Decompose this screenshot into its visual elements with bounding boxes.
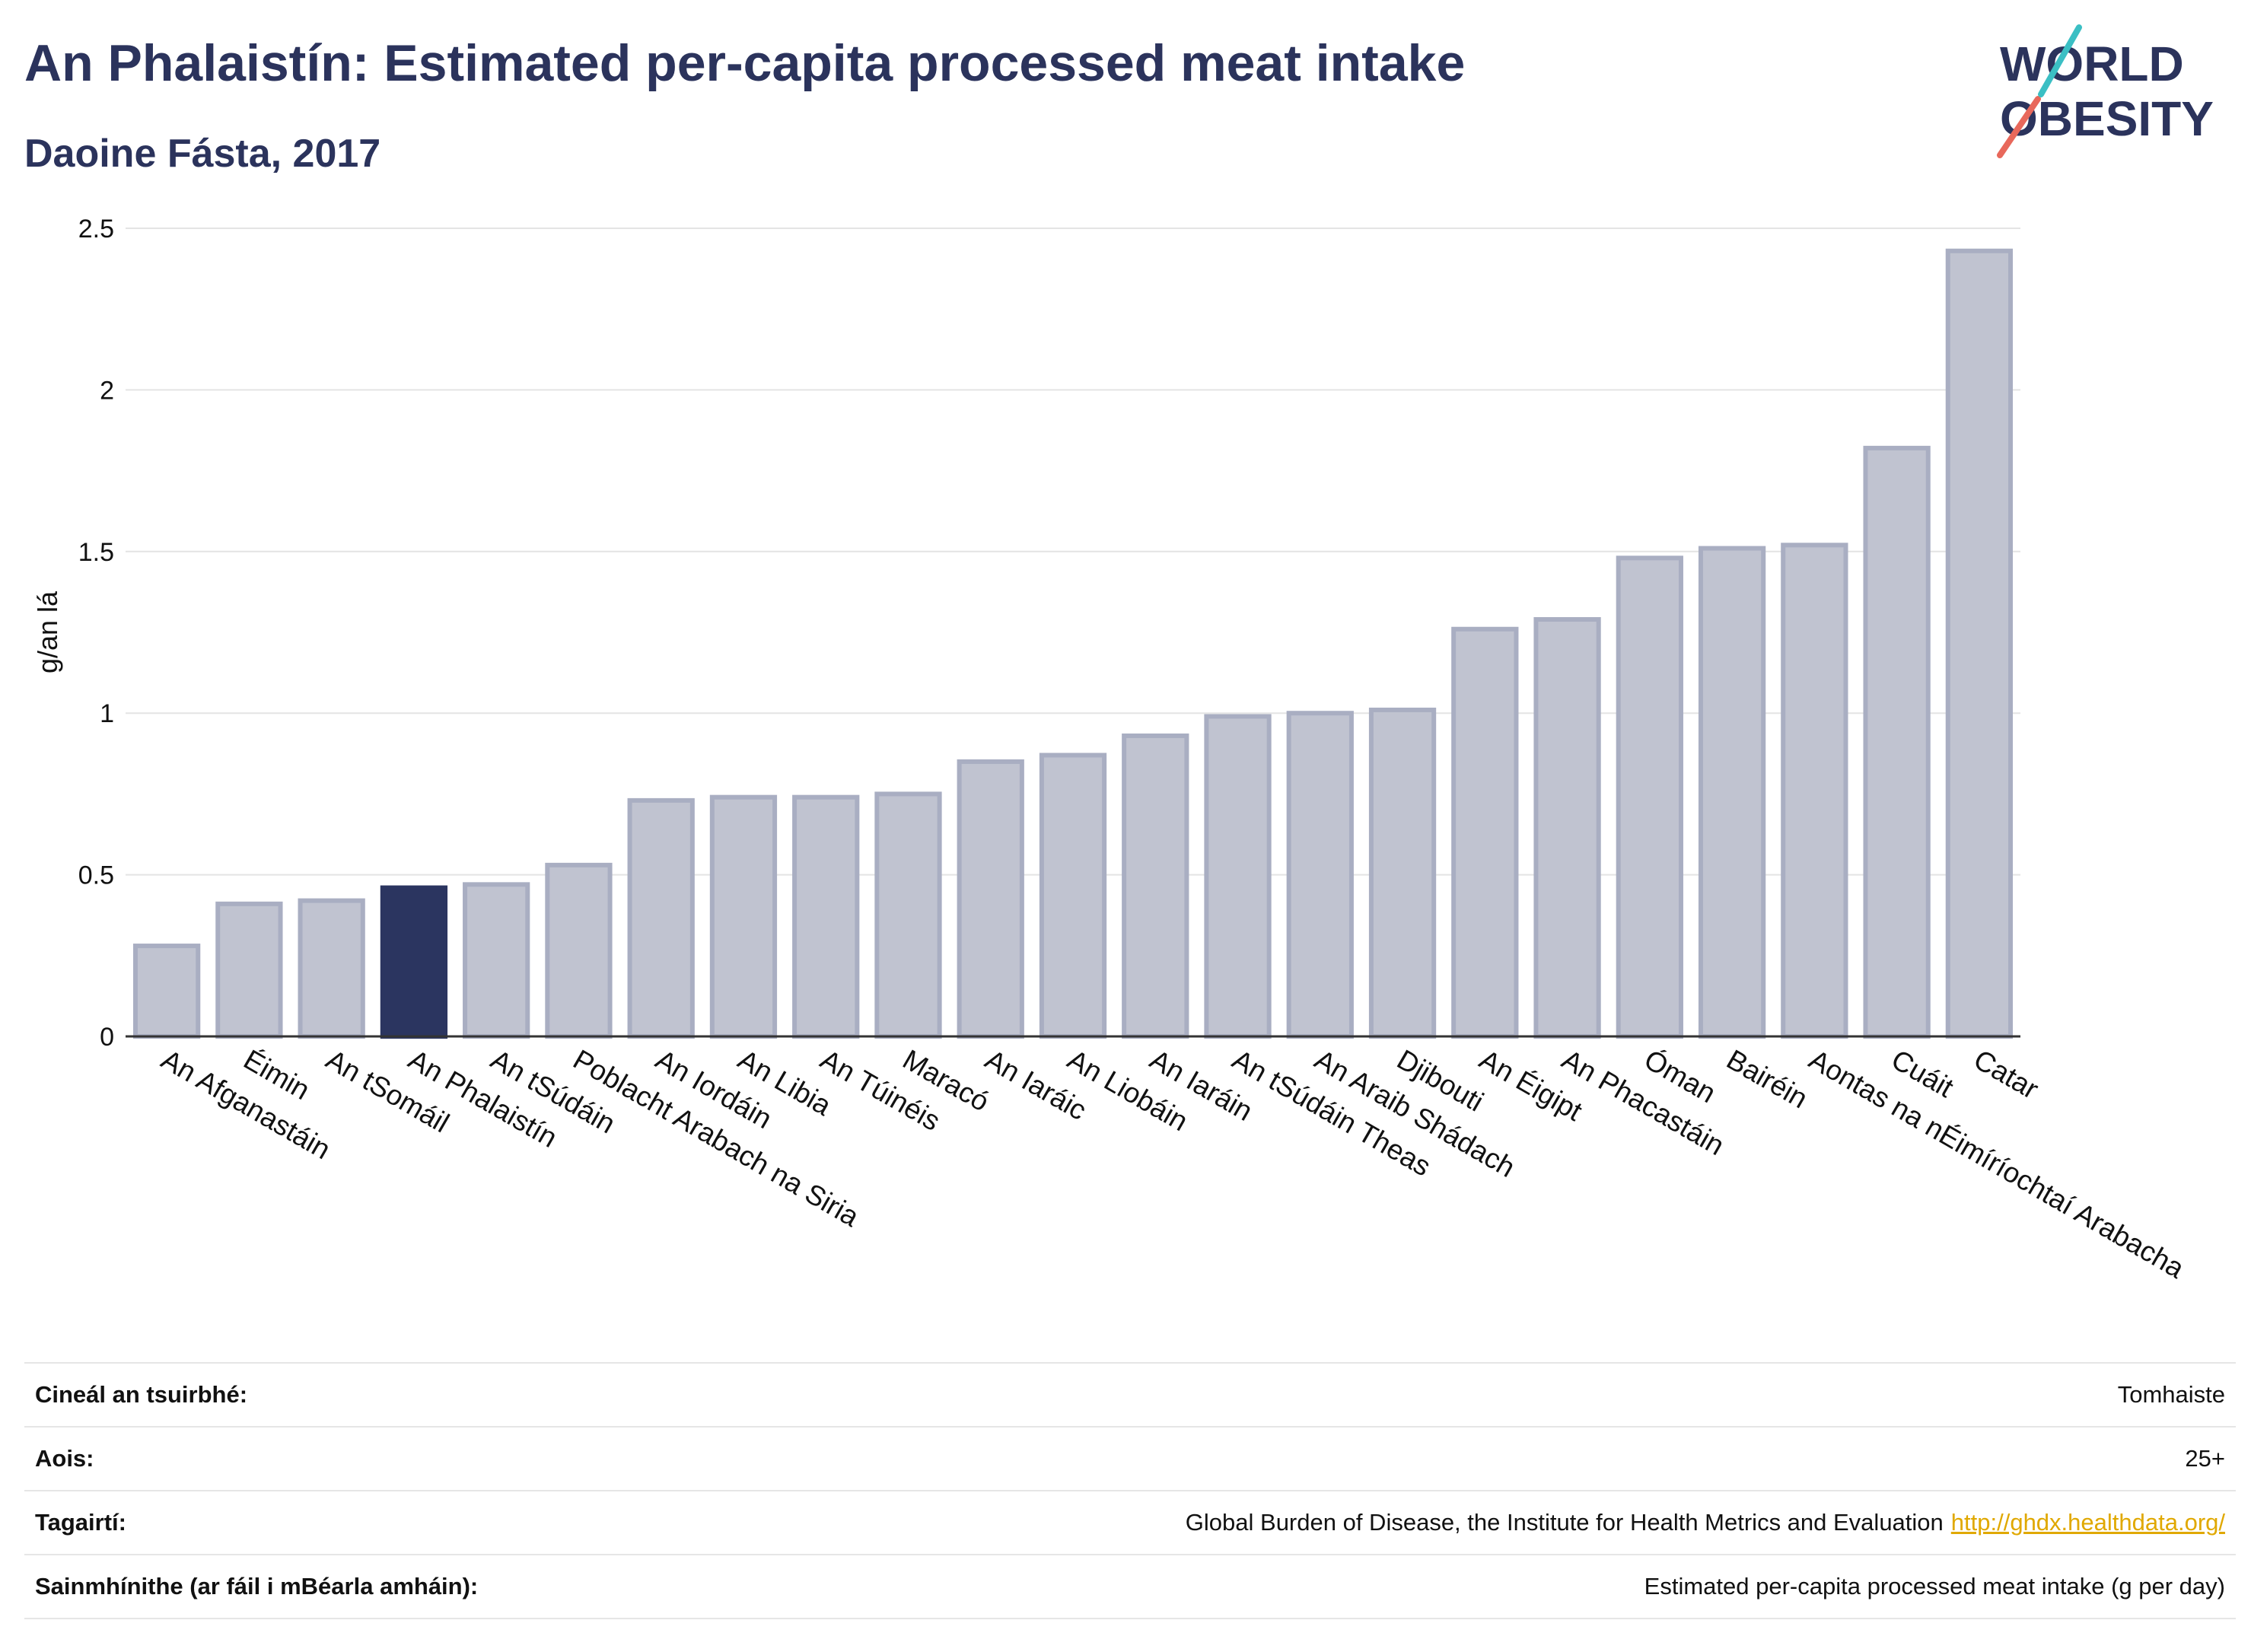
bars bbox=[132, 248, 2014, 1039]
y-tick-label: 0 bbox=[100, 1023, 114, 1052]
world-obesity-logo: WORLD OBESITY bbox=[1997, 24, 2214, 158]
info-key: Sainmhínithe (ar fáil i mBéarla amháin): bbox=[35, 1573, 479, 1599]
bar-12[interactable] bbox=[1122, 733, 1189, 1039]
x-category-label: Catar bbox=[1969, 1043, 2044, 1105]
bar-5[interactable] bbox=[545, 862, 613, 1039]
info-value: Tomhaiste bbox=[2117, 1381, 2225, 1408]
y-tick-label: 2.5 bbox=[78, 215, 114, 244]
info-key: Cineál an tsuirbhé: bbox=[35, 1381, 248, 1408]
bar-10[interactable] bbox=[957, 759, 1024, 1039]
bar-6[interactable] bbox=[627, 797, 695, 1039]
bar-18[interactable] bbox=[1616, 555, 1683, 1039]
y-tick-label: 2 bbox=[100, 376, 114, 405]
info-value: Global Burden of Disease, the Institute … bbox=[1185, 1509, 1944, 1536]
info-key: Tagairtí: bbox=[35, 1509, 126, 1536]
info-value-group: Global Burden of Disease, the Institute … bbox=[1186, 1509, 2225, 1536]
y-tick-label: 0.5 bbox=[78, 861, 114, 890]
chart-subtitle: Daoine Fásta, 2017 bbox=[24, 132, 381, 176]
bar-11[interactable] bbox=[1039, 753, 1107, 1039]
bar-16[interactable] bbox=[1451, 626, 1519, 1039]
bar-2[interactable] bbox=[298, 898, 365, 1039]
y-tick-labels: 0 0.5 1 1.5 2 2.5 bbox=[78, 215, 114, 1052]
bar-15[interactable] bbox=[1368, 707, 1437, 1039]
bar-14[interactable] bbox=[1286, 711, 1354, 1039]
bar-19[interactable] bbox=[1698, 546, 1766, 1039]
bar-20[interactable] bbox=[1781, 543, 1848, 1039]
info-key: Aois: bbox=[35, 1445, 94, 1472]
y-axis-title: g/an lá bbox=[32, 590, 63, 673]
info-row-references: Tagairtí: Global Burden of Disease, the … bbox=[24, 1490, 2236, 1554]
y-tick-label: 1 bbox=[100, 699, 114, 728]
logo-line1: WORLD bbox=[2000, 37, 2184, 91]
bar-7[interactable] bbox=[709, 794, 778, 1039]
info-row-survey-type: Cineál an tsuirbhé: Tomhaiste bbox=[24, 1362, 2236, 1426]
bar-13[interactable] bbox=[1204, 714, 1272, 1039]
bar-4[interactable] bbox=[463, 882, 530, 1039]
bar-22[interactable] bbox=[1945, 248, 2014, 1039]
info-row-definitions: Sainmhínithe (ar fáil i mBéarla amháin):… bbox=[24, 1554, 2236, 1619]
info-value: Estimated per-capita processed meat inta… bbox=[1644, 1573, 2225, 1599]
info-table: Cineál an tsuirbhé: Tomhaiste Aois: 25+ … bbox=[24, 1362, 2236, 1619]
bar-8[interactable] bbox=[792, 794, 860, 1039]
bar-9[interactable] bbox=[874, 791, 942, 1039]
bar-17[interactable] bbox=[1533, 617, 1601, 1039]
reference-link[interactable]: http://ghdx.healthdata.org/ bbox=[1950, 1509, 2225, 1536]
x-category-label: Bairéin bbox=[1721, 1043, 1813, 1114]
info-row-age: Aois: 25+ bbox=[24, 1426, 2236, 1490]
chart-title: An Phalaistín: Estimated per-capita proc… bbox=[24, 34, 1466, 92]
bar-21[interactable] bbox=[1863, 445, 1931, 1039]
info-value: 25+ bbox=[2185, 1445, 2225, 1472]
bar-3[interactable] bbox=[380, 885, 448, 1039]
y-tick-label: 1.5 bbox=[78, 538, 114, 567]
bar-0[interactable] bbox=[132, 944, 201, 1039]
bar-1[interactable] bbox=[215, 901, 283, 1039]
